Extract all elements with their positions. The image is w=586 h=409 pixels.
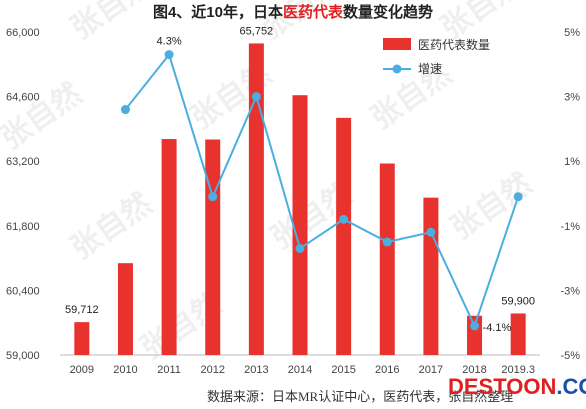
data-label: 59,712 [65, 304, 99, 316]
x-tick-label: 2015 [331, 364, 355, 376]
right-tick-label: -1% [560, 221, 580, 233]
growth-point [120, 105, 130, 115]
left-tick-label: 59,000 [6, 350, 40, 362]
x-tick-label: 2010 [113, 364, 137, 376]
x-tick-label: 2012 [200, 364, 224, 376]
chart-title: 图4、近10年，日本医药代表数量变化趋势 [153, 3, 433, 21]
x-tick-label: 2019.3 [501, 364, 535, 376]
watermark: 张自然 [65, 0, 159, 47]
legend-bar-swatch [383, 38, 411, 50]
growth-point [513, 192, 523, 202]
data-labels: 59,712 65,752 59,900 4.3% -4.1% [65, 25, 535, 333]
chart-title-highlight: 医药代表 [283, 3, 344, 21]
legend-line-label: 增速 [418, 62, 442, 76]
bar [510, 313, 526, 355]
right-tick-label: -5% [560, 350, 580, 362]
right-axis: -5% -3% -1% 1% 3% 5% [560, 27, 580, 362]
left-axis: 59,000 60,400 61,800 63,200 64,600 66,000 [6, 27, 40, 362]
bar [336, 117, 352, 355]
watermark: 张自然 [65, 186, 159, 266]
bar [117, 263, 133, 355]
growth-point [208, 192, 218, 202]
watermark: 张自然 [365, 56, 459, 136]
x-tick-label: 2014 [288, 364, 312, 376]
left-tick-label: 60,400 [6, 285, 40, 297]
watermark: 张自然 [445, 166, 539, 246]
bar [379, 163, 395, 355]
x-tick-label: 2013 [244, 364, 268, 376]
x-tick-label: 2017 [419, 364, 443, 376]
x-tick-label: 2016 [375, 364, 399, 376]
svg-text:DESTOON.COM: DESTOON.COM [448, 374, 586, 399]
growth-point [382, 237, 392, 247]
logo-part-2: .COM [556, 374, 586, 399]
chart-title-suffix: 数量变化趋势 [343, 3, 433, 21]
bar [423, 197, 439, 355]
x-tick-label: 2018 [462, 364, 486, 376]
logo-part-1: DESTOON [448, 374, 556, 399]
data-label: 4.3% [157, 36, 182, 48]
growth-point [339, 214, 349, 224]
legend-line-marker [392, 64, 402, 74]
x-tick-label: 2011 [157, 364, 181, 376]
left-tick-label: 61,800 [6, 221, 40, 233]
left-tick-label: 64,600 [6, 92, 40, 104]
growth-point [251, 92, 261, 102]
growth-point [295, 243, 305, 253]
data-label: 65,752 [240, 25, 274, 37]
legend-bar-label: 医药代表数量 [418, 37, 490, 52]
growth-point [470, 321, 480, 331]
x-axis: 2009 2010 2011 2012 2013 2014 2015 2016 2017 2018… [70, 364, 535, 376]
growth-line [124, 52, 520, 329]
x-tick-label: 2009 [70, 364, 94, 376]
bar [205, 139, 221, 355]
growth-point [164, 50, 174, 60]
left-tick-label: 63,200 [6, 156, 40, 168]
growth-point [426, 227, 436, 237]
source-note: 数据来源：日本MR认证中心，医药代表，张自然整理 [207, 389, 513, 404]
right-tick-label: -3% [560, 285, 580, 297]
bar [161, 139, 177, 355]
watermark: 张自然 [0, 76, 88, 156]
left-tick-label: 66,000 [6, 27, 40, 39]
data-label: 59,900 [501, 295, 535, 307]
line-series [120, 50, 523, 331]
data-label: -4.1% [483, 322, 512, 334]
site-logo: DESTOON.COM [448, 374, 586, 399]
right-tick-label: 1% [564, 156, 580, 168]
right-tick-label: 5% [564, 27, 580, 39]
chart-title-prefix: 图4、近10年，日本 [153, 3, 283, 21]
right-tick-label: 3% [564, 92, 580, 104]
bar [292, 95, 308, 356]
bar [74, 322, 90, 355]
bar [248, 43, 264, 356]
